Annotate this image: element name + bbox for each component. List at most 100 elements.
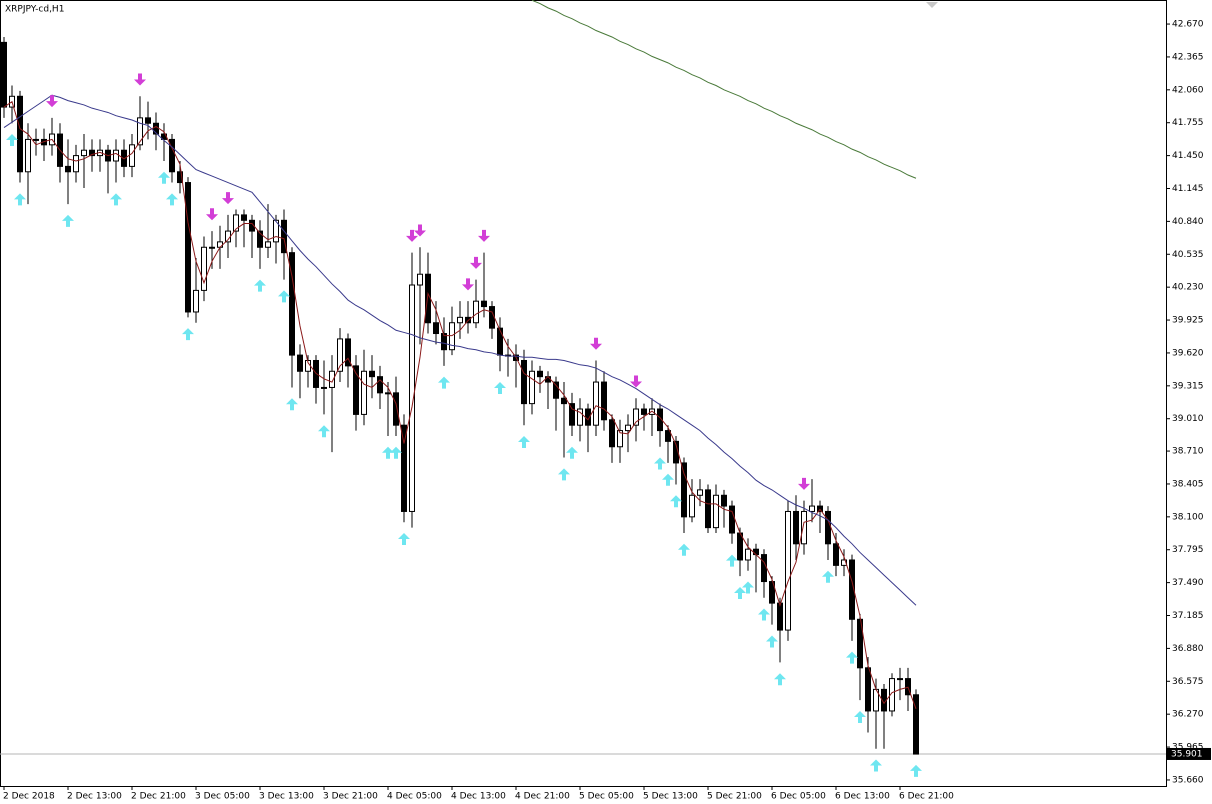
candle-body xyxy=(185,182,191,313)
down-arrow xyxy=(222,192,234,205)
candle-body xyxy=(897,678,903,681)
y-tick-label: 38.405 xyxy=(1172,479,1204,489)
shift-marker xyxy=(926,2,938,8)
x-tick-label: 5 Dec 21:00 xyxy=(707,792,762,802)
candle-body xyxy=(329,370,335,388)
up-arrow xyxy=(766,635,778,648)
candle-body xyxy=(297,354,303,372)
candle-body xyxy=(417,273,423,286)
candle-body xyxy=(457,316,463,324)
moving-average xyxy=(531,0,917,179)
candle-body xyxy=(537,370,543,378)
candle-body xyxy=(65,165,71,173)
candle-body xyxy=(521,359,527,405)
y-tick-label: 37.490 xyxy=(1172,578,1204,588)
y-tick-label: 42.365 xyxy=(1172,52,1204,62)
up-arrow xyxy=(678,543,690,556)
y-tick-label: 35.660 xyxy=(1172,775,1204,785)
down-arrow xyxy=(46,95,58,108)
up-arrow xyxy=(870,759,882,772)
up-arrow xyxy=(254,279,266,292)
up-arrow xyxy=(654,457,666,470)
candle-body xyxy=(705,489,711,529)
candle-body xyxy=(441,333,447,351)
up-arrow xyxy=(854,710,866,723)
y-tick-label: 36.575 xyxy=(1172,677,1204,687)
candle-body xyxy=(753,548,759,556)
last-price-label: 35.901 xyxy=(1171,749,1203,759)
candle-body xyxy=(265,241,271,248)
up-arrow xyxy=(822,570,834,583)
candle-body xyxy=(393,392,399,426)
candle-body xyxy=(625,424,631,432)
y-tick-label: 40.535 xyxy=(1172,250,1204,260)
candle-body xyxy=(713,494,719,529)
plot-frame xyxy=(0,0,1167,787)
candle-body xyxy=(281,219,287,254)
candle-body xyxy=(665,430,671,442)
up-arrow xyxy=(278,290,290,303)
up-arrow xyxy=(566,446,578,459)
candle-body xyxy=(545,376,551,383)
candle-body xyxy=(169,138,175,173)
candle-body xyxy=(561,397,567,405)
up-arrow xyxy=(726,554,738,567)
candle-body xyxy=(401,424,407,512)
candle-body xyxy=(337,338,343,372)
up-arrow xyxy=(110,193,122,206)
down-arrow xyxy=(406,229,418,242)
y-tick-label: 42.060 xyxy=(1172,85,1204,95)
candle-body xyxy=(657,408,663,432)
candle-body xyxy=(841,559,847,566)
candle-body xyxy=(617,430,623,448)
chart-title: XRPJPY-cd,H1 xyxy=(5,5,64,15)
candle-body xyxy=(321,386,327,389)
candle-body xyxy=(137,117,143,146)
x-tick-label: 3 Dec 21:00 xyxy=(323,792,378,802)
down-arrow xyxy=(206,208,218,221)
up-arrow xyxy=(182,328,194,341)
x-tick-label: 4 Dec 13:00 xyxy=(451,792,506,802)
candle-body xyxy=(345,338,351,367)
y-tick-label: 37.185 xyxy=(1172,611,1204,621)
up-arrow xyxy=(166,193,178,206)
candle-body xyxy=(217,241,223,248)
down-arrow xyxy=(630,375,642,388)
x-tick-label: 4 Dec 05:00 xyxy=(387,792,442,802)
up-arrow xyxy=(158,171,170,184)
last-price-box xyxy=(1167,747,1211,760)
y-tick-label: 39.315 xyxy=(1172,381,1204,391)
moving-average xyxy=(3,94,917,606)
x-tick-label: 5 Dec 13:00 xyxy=(643,792,698,802)
candle-body xyxy=(73,155,79,173)
up-arrow xyxy=(662,473,674,486)
candle-body xyxy=(697,489,703,496)
candle-body xyxy=(361,370,367,415)
up-arrow xyxy=(846,651,858,664)
up-arrow xyxy=(734,586,746,599)
candle-body xyxy=(825,510,831,545)
candle-body xyxy=(729,505,735,534)
down-arrow xyxy=(470,256,482,269)
y-tick-label: 41.145 xyxy=(1172,184,1204,194)
candle-body xyxy=(209,246,215,249)
y-tick-label: 40.230 xyxy=(1172,283,1204,293)
up-arrow xyxy=(382,446,394,459)
up-arrow xyxy=(286,398,298,411)
candle-body xyxy=(889,678,895,712)
candle-body xyxy=(145,117,151,124)
y-tick-label: 35.965 xyxy=(1172,743,1204,753)
down-arrow xyxy=(478,229,490,242)
candle-body xyxy=(369,370,375,378)
candle-body xyxy=(193,289,199,313)
x-tick-label: 6 Dec 05:00 xyxy=(771,792,826,802)
up-arrow xyxy=(318,425,330,438)
x-tick-label: 3 Dec 13:00 xyxy=(259,792,314,802)
candle-body xyxy=(489,306,495,329)
y-tick-label: 42.670 xyxy=(1172,20,1204,30)
candle-body xyxy=(721,494,727,507)
up-arrow xyxy=(6,134,18,147)
candle-body xyxy=(857,618,863,669)
up-arrow xyxy=(494,382,506,395)
